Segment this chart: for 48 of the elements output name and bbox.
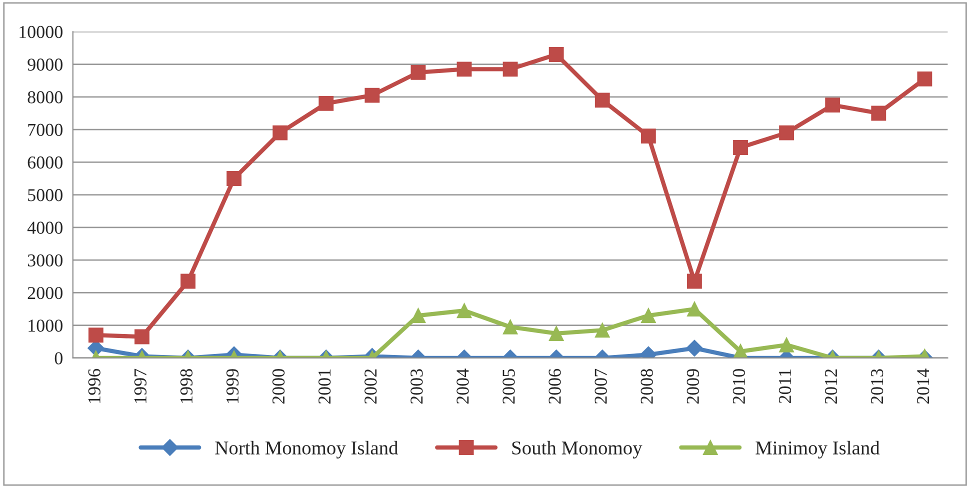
point [825, 98, 840, 113]
x-tick-label: 2013 [870, 369, 884, 404]
x-tick-label: 2001 [318, 369, 331, 404]
x-tick-label: 2000 [272, 369, 285, 404]
x-tick-label: 2009 [686, 369, 699, 404]
point [640, 128, 656, 144]
legend-label: North Monomoy Island [215, 440, 398, 459]
x-tick-label: 1996 [88, 368, 100, 403]
y-tick-label: 3000 [28, 254, 62, 266]
point [548, 47, 564, 62]
x-tick-label: 2003 [410, 369, 423, 404]
point [318, 96, 334, 111]
x-tick-label: 2002 [364, 369, 377, 404]
legend-label: South Monomoy [512, 440, 642, 459]
y-tick-label: 5000 [28, 189, 62, 202]
point [871, 106, 886, 121]
legend-label: Minimoy Island [756, 440, 880, 459]
y-tick-label: 8000 [28, 91, 62, 104]
point [410, 64, 426, 80]
y-tick-label: 7000 [28, 124, 62, 136]
point [456, 62, 472, 77]
y-tick-label: 4000 [27, 222, 62, 234]
point [917, 72, 932, 86]
x-tick-label: 2011 [778, 369, 792, 404]
x-tick-label: 2004 [456, 368, 469, 404]
y-tick-label: 0 [54, 352, 62, 364]
point [779, 125, 794, 140]
y-tick-label: 9000 [28, 58, 62, 71]
point [226, 171, 242, 186]
x-tick-label: 1998 [180, 369, 193, 403]
x-tick-label: 2008 [640, 369, 653, 404]
x-tick-label: 2012 [824, 369, 838, 404]
point [594, 92, 610, 108]
x-tick-label: 2010 [732, 369, 746, 404]
x-tick-label: 1997 [134, 368, 146, 403]
x-tick-label: 2005 [502, 369, 515, 404]
y-tick-label: 10000 [20, 26, 62, 38]
x-tick-label: 2006 [548, 368, 561, 404]
y-tick-label: 2000 [28, 286, 62, 300]
x-tick-label: 1999 [226, 369, 239, 403]
point [272, 125, 288, 140]
x-tick-label: 2007 [594, 368, 607, 404]
y-tick-label: 6000 [28, 156, 62, 169]
x-tick-label: 2014 [917, 368, 930, 404]
point [733, 140, 748, 155]
point [502, 62, 518, 77]
y-tick-label: 1000 [28, 320, 62, 332]
point [364, 88, 380, 103]
